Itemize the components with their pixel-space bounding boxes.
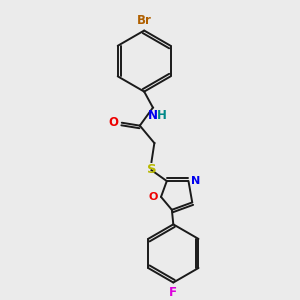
Text: Br: Br	[137, 14, 152, 27]
Text: N: N	[191, 176, 200, 186]
Text: O: O	[148, 192, 158, 202]
Text: H: H	[157, 109, 167, 122]
Text: F: F	[169, 286, 177, 299]
Text: O: O	[108, 116, 118, 129]
Text: S: S	[147, 164, 156, 176]
Text: N: N	[148, 109, 158, 122]
